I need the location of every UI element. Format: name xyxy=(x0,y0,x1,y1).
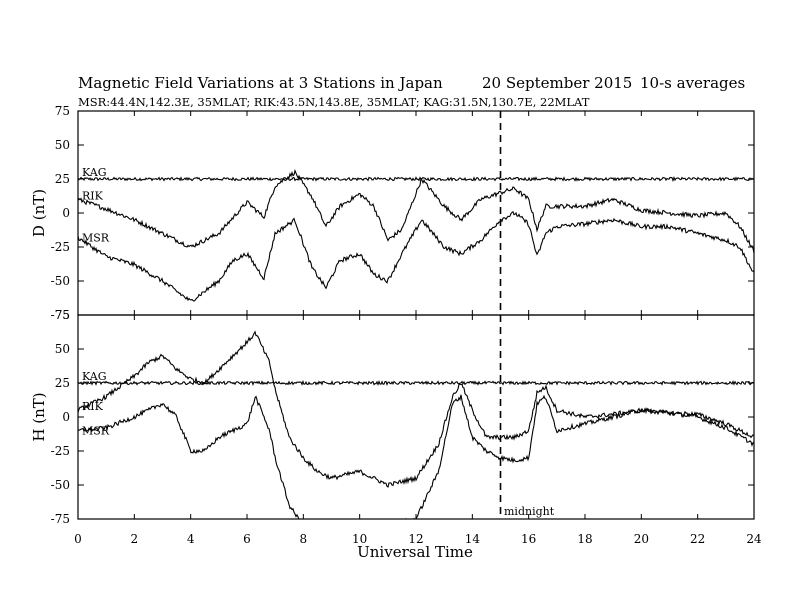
y-tick-label: -75 xyxy=(51,308,70,322)
y-tick-label: -50 xyxy=(51,274,70,288)
x-tick-label: 20 xyxy=(634,532,649,546)
stations-subtitle: MSR:44.4N,142.3E, 35MLAT; RIK:43.5N,143.… xyxy=(78,95,590,109)
series-label-kag: KAG xyxy=(82,370,107,383)
y-tick-label: 0 xyxy=(62,410,70,424)
series-line-kag-d xyxy=(78,176,754,183)
y-axis-label-D: D (nT) xyxy=(30,189,48,237)
panel-D: -75 -50 -25 0 25 50 75 D (nT) KAG RIK MSR xyxy=(30,104,755,322)
series-line-msr-h xyxy=(78,394,754,519)
y-tick-label: -75 xyxy=(51,512,70,526)
y-tick-label: 25 xyxy=(55,172,70,186)
x-tick-label: 10 xyxy=(352,532,367,546)
series-label-rik: RIK xyxy=(82,189,104,202)
x-axis-label: Universal Time xyxy=(357,543,473,561)
x-tick-label: 18 xyxy=(577,532,592,546)
x-tick-label: 14 xyxy=(465,532,481,546)
chart-title: Magnetic Field Variations at 3 Stations … xyxy=(78,74,443,92)
y-tick-label: 0 xyxy=(62,206,70,220)
series-line-rik-h xyxy=(78,330,754,488)
x-tick-label: 8 xyxy=(300,532,308,546)
series-group-H xyxy=(78,330,754,519)
y-tick-label: -50 xyxy=(51,478,70,492)
x-tick-label: 0 xyxy=(74,532,82,546)
series-label-kag: KAG xyxy=(82,166,107,179)
x-tick-label: 16 xyxy=(521,532,536,546)
panels-group: -75 -50 -25 0 25 50 75 D (nT) KAG RIK MSR -75 -50 -25… xyxy=(30,104,762,546)
series-group-D xyxy=(78,168,754,302)
y-axis-label-H: H (nT) xyxy=(30,392,48,441)
series-label-msr: MSR xyxy=(82,231,110,244)
panel-H: -75 -50 -25 0 25 50 75 H (nT) KAG RIK MSR xyxy=(30,308,755,526)
series-line-kag-h xyxy=(78,379,754,387)
chart-date: 20 September 2015 xyxy=(482,74,632,92)
y-tick-label: 75 xyxy=(55,308,70,322)
x-tick-label: 6 xyxy=(243,532,251,546)
y-tick-label: 50 xyxy=(55,342,70,356)
y-tick-label: -25 xyxy=(51,240,70,254)
series-line-rik-d xyxy=(78,168,754,254)
x-tick-label: 22 xyxy=(690,532,705,546)
x-tick-label: 4 xyxy=(187,532,195,546)
x-tick-label: 24 xyxy=(746,532,762,546)
x-tick-label: 2 xyxy=(131,532,139,546)
y-tick-label: 75 xyxy=(55,104,70,118)
series-label-rik: RIK xyxy=(82,400,104,413)
panel-frame-H xyxy=(77,314,755,520)
y-tick-label: -25 xyxy=(51,444,70,458)
series-line-msr-d xyxy=(78,210,754,302)
series-label-msr: MSR xyxy=(82,425,110,438)
chart-averaging: 10-s averages xyxy=(640,74,745,92)
y-tick-label: 25 xyxy=(55,376,70,390)
x-tick-label: 12 xyxy=(408,532,423,546)
midnight-label: midnight xyxy=(504,505,555,518)
y-tick-label: 50 xyxy=(55,138,70,152)
